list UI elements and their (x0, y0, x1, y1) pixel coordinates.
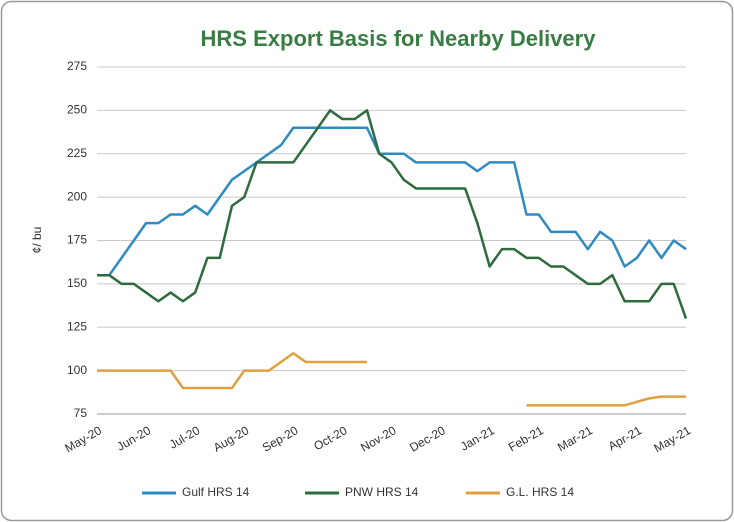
y-tick-label: 225 (67, 146, 87, 160)
series-line (97, 109, 688, 319)
y-tick-label: 150 (67, 276, 87, 290)
series-line (97, 352, 686, 407)
y-tick-label: 250 (67, 103, 87, 117)
y-tick-label: 200 (67, 189, 87, 203)
legend-label: Gulf HRS 14 (182, 485, 250, 499)
y-tick-label: 75 (74, 406, 88, 420)
legend-label: PNW HRS 14 (345, 485, 419, 499)
y-axis-label: ¢/ bu (30, 227, 44, 254)
series-line (97, 126, 687, 277)
y-tick-label: 175 (67, 233, 87, 247)
chart-title: HRS Export Basis for Nearby Delivery (201, 26, 597, 51)
legend-label: G.L. HRS 14 (506, 485, 574, 499)
y-tick-label: 100 (67, 363, 87, 377)
y-tick-label: 275 (67, 59, 87, 73)
y-tick-label: 125 (67, 319, 87, 333)
